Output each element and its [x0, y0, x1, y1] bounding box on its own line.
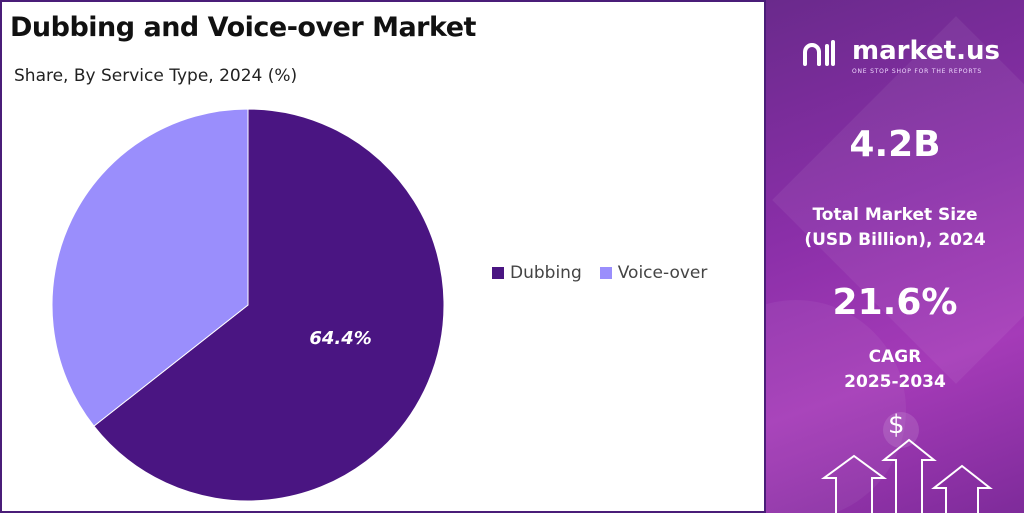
chart-panel: Dubbing and Voice-over Market Share, By … [0, 0, 766, 513]
cagr-value: 21.6% [832, 282, 958, 323]
market-size-label-line1: Total Market Size [812, 205, 978, 225]
legend-item-dubbing: Dubbing [492, 263, 582, 283]
market-us-logo-icon [803, 40, 835, 66]
pie-chart: 64.4% [51, 108, 445, 502]
chart-subtitle: Share, By Service Type, 2024 (%) [14, 66, 298, 86]
growth-arrows-icon [820, 412, 993, 513]
legend-swatch-dubbing [492, 267, 504, 279]
brand-tagline: ONE STOP SHOP FOR THE REPORTS [852, 68, 983, 75]
market-size-value: 4.2B [849, 124, 941, 165]
legend-label-dubbing: Dubbing [510, 263, 582, 283]
market-size-label-line2: (USD Billion), 2024 [804, 230, 986, 250]
pie-data-label-dubbing: 64.4% [309, 328, 371, 349]
pie-slice-voice-over [51, 108, 249, 427]
pie-slice-dubbing [93, 108, 445, 502]
chart-title: Dubbing and Voice-over Market [10, 12, 476, 43]
brand-name: market.us [852, 36, 1000, 66]
legend-item-voice-over: Voice-over [599, 263, 708, 283]
stats-sidebar: market.us ONE STOP SHOP FOR THE REPORTS … [766, 0, 1024, 513]
cagr-label-line2: 2025-2034 [844, 372, 946, 392]
legend-label-voice-over: Voice-over [617, 263, 708, 283]
dollar-icon: $ [888, 410, 905, 440]
chart-legend: Dubbing Voice-over [492, 263, 725, 283]
legend-swatch-voice-over [599, 267, 612, 279]
cagr-label-line1: CAGR [868, 347, 922, 367]
